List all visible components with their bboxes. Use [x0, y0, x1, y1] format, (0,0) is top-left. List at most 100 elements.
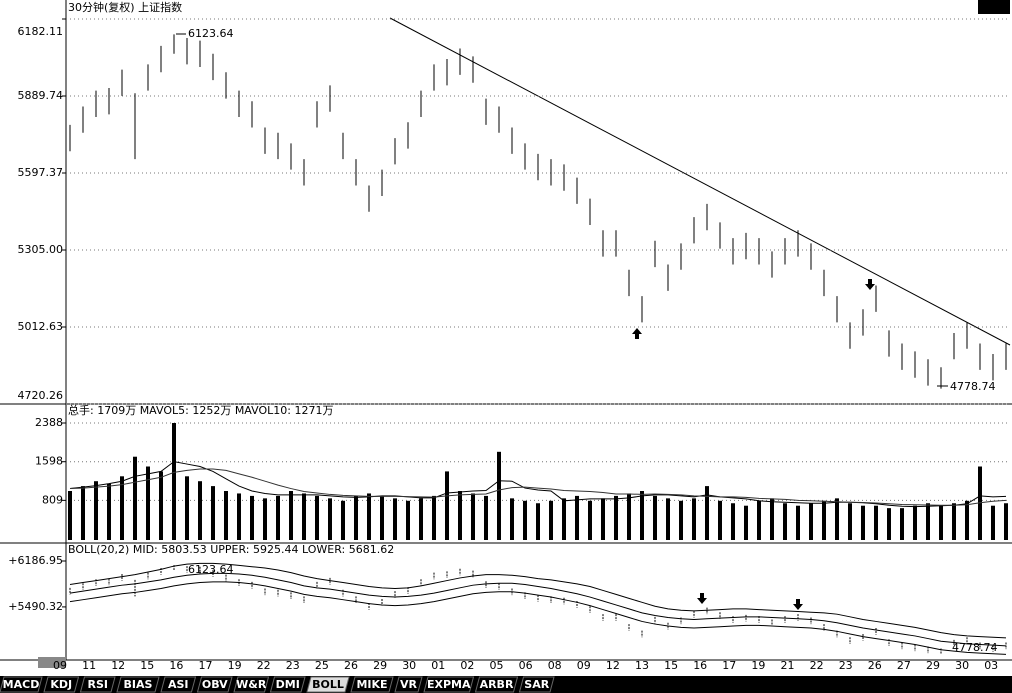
tab[interactable] — [518, 676, 555, 693]
x-tick-label: 16 — [169, 659, 183, 672]
volume-bar — [523, 500, 527, 540]
volume-bar — [692, 498, 696, 540]
tab[interactable] — [394, 676, 423, 693]
x-tick-label: 17 — [199, 659, 213, 672]
tab-label[interactable]: EXPMA — [427, 678, 471, 691]
x-tick-label: 19 — [751, 659, 765, 672]
tab[interactable] — [306, 676, 350, 693]
tab-label[interactable]: ARBR — [480, 678, 514, 691]
x-tick-label: 22 — [257, 659, 271, 672]
x-tick-label: 05 — [490, 659, 504, 672]
volume-bar — [913, 505, 917, 540]
tab-label[interactable]: BOLL — [312, 678, 344, 691]
tab-label[interactable]: KDJ — [50, 678, 72, 691]
volume-bar — [185, 476, 189, 540]
tab-label[interactable]: OBV — [202, 678, 228, 691]
down-arrow — [793, 599, 803, 610]
volume-bar — [549, 500, 553, 540]
tab[interactable] — [350, 676, 394, 693]
tab[interactable] — [269, 676, 306, 693]
x-tick-label: 30 — [955, 659, 969, 672]
volume-bar — [432, 495, 436, 540]
volume-bar — [679, 500, 683, 540]
volume-bar — [510, 498, 514, 540]
volume-bar — [874, 505, 878, 540]
down-arrow — [697, 593, 707, 604]
volume-bar — [1004, 503, 1008, 540]
volume-bar — [211, 486, 215, 540]
x-tick-label: 09 — [53, 659, 67, 672]
volume-bar — [445, 471, 449, 540]
tab[interactable] — [233, 676, 270, 693]
volume-bar — [458, 491, 462, 540]
volume-bar — [471, 493, 475, 540]
volume-bar — [848, 503, 852, 540]
tab[interactable] — [43, 676, 80, 693]
x-tick-label: 06 — [519, 659, 533, 672]
volume-bar — [601, 498, 605, 540]
x-tick-label: 23 — [839, 659, 853, 672]
volume-bar — [952, 503, 956, 540]
volume-bar — [328, 498, 332, 540]
x-tick-label: 15 — [664, 659, 678, 672]
x-tick-label: 26 — [344, 659, 358, 672]
y-tick-label: 5305.00 — [18, 243, 64, 256]
y-tick-label: +5490.32 — [8, 600, 63, 613]
tab-label[interactable]: MACD — [3, 678, 40, 691]
tab-label[interactable]: ASI — [168, 678, 189, 691]
volume-bar — [94, 481, 98, 540]
up-arrow — [632, 328, 642, 339]
volume-bar — [198, 481, 202, 540]
tab[interactable] — [116, 676, 160, 693]
tab-label[interactable]: VR — [400, 678, 418, 691]
volume-panel-title: 总手: 1709万 MAVOL5: 1252万 MAVOL10: 1271万 — [68, 403, 333, 417]
volume-bar — [653, 495, 657, 540]
x-tick-label: 08 — [548, 659, 562, 672]
y-tick-label: 4720.26 — [18, 389, 64, 402]
down-arrow — [865, 279, 875, 290]
tab[interactable] — [423, 676, 475, 693]
tab[interactable] — [474, 676, 519, 693]
plot-layer: 4720.26 5012.63 5305.00 5597.37 5889.74 6182.… — [0, 18, 1010, 693]
low-annotation: 4778.74 — [952, 641, 998, 654]
volume-bar — [159, 471, 163, 540]
boll-band-line — [69, 572, 1007, 647]
y-tick-label: 2388 — [35, 416, 63, 429]
volume-bar — [354, 495, 358, 540]
x-tick-label: 27 — [897, 659, 911, 672]
boll-band-line — [69, 562, 1007, 639]
volume-bar — [68, 491, 72, 540]
volume-bar — [965, 500, 969, 540]
price-panel-title: 30分钟(复权) 上证指数 — [68, 0, 182, 14]
volume-bar — [341, 500, 345, 540]
y-tick-label: 6182.11 — [18, 25, 64, 38]
high-annotation: 6123.64 — [188, 563, 234, 576]
corner-box — [978, 0, 1010, 14]
tab[interactable] — [196, 676, 233, 693]
volume-bar — [822, 500, 826, 540]
tab[interactable] — [160, 676, 197, 693]
tab-label[interactable]: RSI — [88, 678, 109, 691]
tab[interactable] — [79, 676, 116, 693]
tab-label[interactable]: BIAS — [124, 678, 153, 691]
x-tick-label: 30 — [402, 659, 416, 672]
tab-label[interactable]: DMI — [276, 678, 300, 691]
tab-label[interactable]: MIKE — [356, 678, 387, 691]
volume-bar — [627, 493, 631, 540]
volume-bar — [770, 498, 774, 540]
volume-bar — [991, 505, 995, 540]
y-tick-label: 809 — [42, 493, 63, 506]
x-tick-label: 03 — [984, 659, 998, 672]
x-tick-label: 21 — [781, 659, 795, 672]
volume-bar — [419, 498, 423, 540]
tab-label[interactable]: W&R — [236, 678, 267, 691]
volume-bar — [393, 498, 397, 540]
tab-label[interactable]: SAR — [524, 678, 549, 691]
volume-bar — [133, 456, 137, 540]
low-annotation: 4778.74 — [950, 380, 996, 393]
tab[interactable] — [0, 676, 43, 693]
volume-bar — [614, 495, 618, 540]
volume-bar — [302, 493, 306, 540]
boll-panel-title: BOLL(20,2) MID: 5803.53 UPPER: 5925.44 L… — [68, 543, 394, 556]
